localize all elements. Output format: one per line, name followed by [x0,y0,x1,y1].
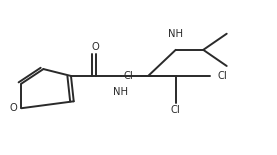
Text: NH: NH [168,29,183,40]
Text: NH: NH [113,87,128,97]
Text: Cl: Cl [171,105,181,115]
Text: O: O [92,42,100,52]
Text: Cl: Cl [123,71,133,81]
Text: O: O [10,103,17,113]
Text: Cl: Cl [218,71,227,81]
